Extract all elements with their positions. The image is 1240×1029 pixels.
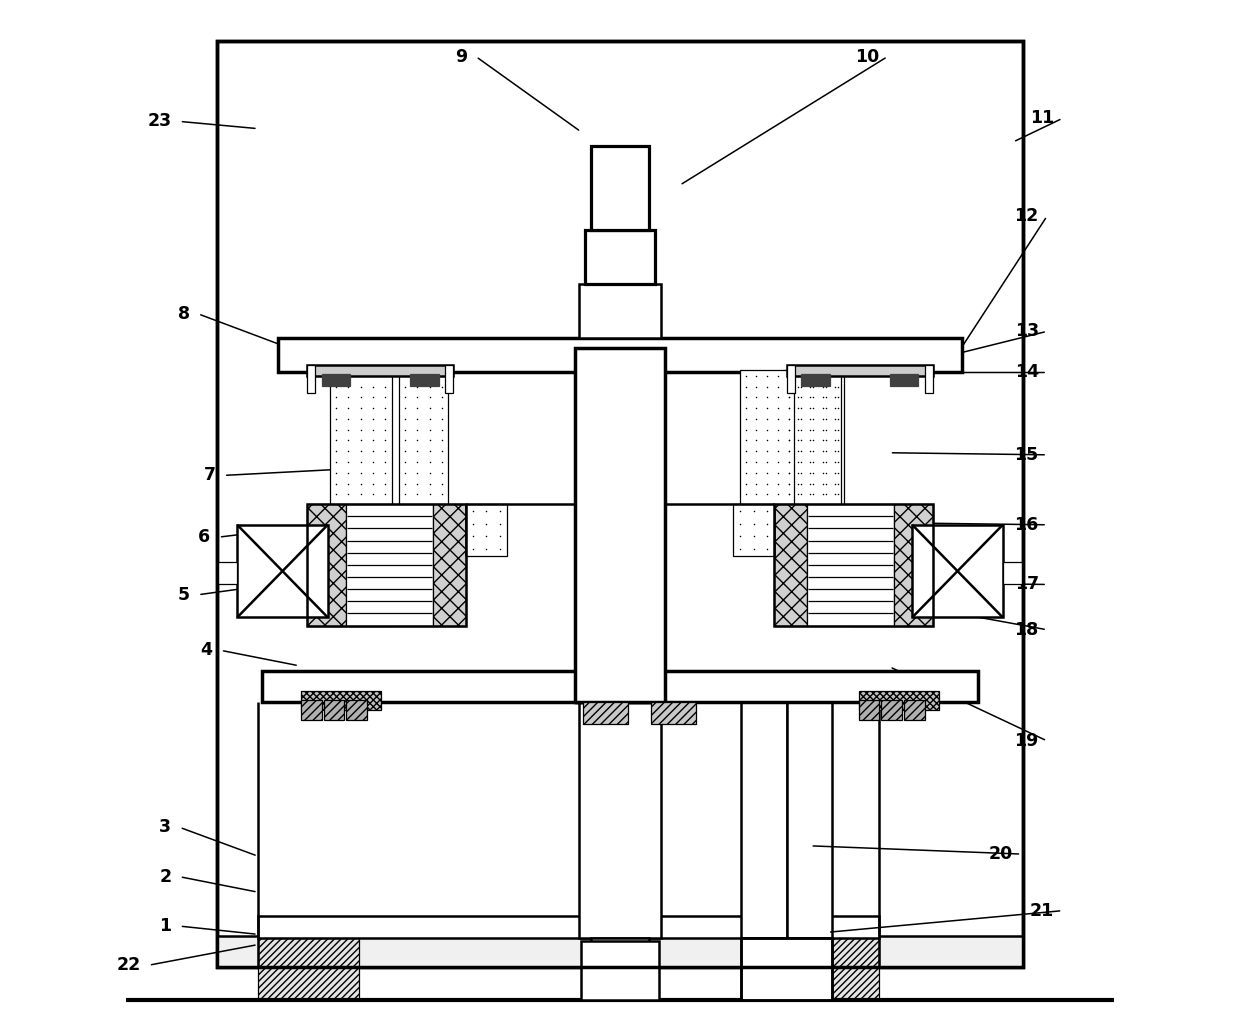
Bar: [786, 702, 832, 938]
Text: 5: 5: [177, 586, 190, 604]
Text: 12: 12: [1014, 207, 1039, 225]
Text: 15: 15: [1014, 446, 1039, 464]
Bar: [321, 374, 351, 386]
Text: 13: 13: [1014, 322, 1039, 341]
Text: 11: 11: [1030, 109, 1054, 128]
Bar: [807, 504, 894, 626]
Text: 1: 1: [159, 917, 171, 935]
Bar: [742, 938, 832, 1000]
Bar: [574, 348, 666, 702]
Text: 17: 17: [1014, 575, 1039, 594]
Text: 9: 9: [455, 47, 467, 66]
Bar: [882, 700, 901, 720]
Bar: [913, 525, 1003, 617]
Bar: [217, 562, 237, 584]
Bar: [579, 702, 661, 938]
Bar: [433, 504, 466, 626]
Bar: [1003, 562, 1023, 584]
Bar: [577, 370, 663, 702]
Bar: [308, 365, 315, 393]
Bar: [301, 700, 321, 720]
Bar: [782, 370, 844, 554]
Bar: [774, 504, 932, 626]
Bar: [792, 370, 841, 554]
Bar: [237, 525, 327, 617]
Bar: [786, 365, 932, 376]
Text: 4: 4: [201, 641, 212, 660]
Bar: [851, 554, 910, 626]
Bar: [399, 370, 448, 554]
Bar: [894, 504, 932, 626]
Bar: [889, 374, 919, 386]
Text: 23: 23: [148, 112, 171, 131]
Bar: [786, 365, 795, 393]
Bar: [410, 374, 439, 386]
Bar: [258, 938, 358, 1000]
Bar: [742, 938, 832, 1000]
Bar: [217, 936, 1023, 967]
Bar: [779, 938, 879, 1000]
Text: 7: 7: [203, 466, 216, 485]
Bar: [445, 365, 454, 393]
Text: 20: 20: [988, 845, 1013, 863]
Bar: [580, 941, 660, 1000]
Text: 19: 19: [1014, 732, 1039, 750]
Text: 16: 16: [1014, 516, 1039, 534]
Bar: [591, 938, 649, 998]
Bar: [583, 702, 629, 724]
Bar: [278, 338, 962, 372]
Text: 18: 18: [1014, 620, 1039, 639]
Text: 14: 14: [1014, 363, 1039, 382]
Bar: [330, 554, 389, 626]
Bar: [262, 671, 978, 702]
Bar: [740, 370, 794, 554]
Bar: [925, 365, 932, 393]
Bar: [859, 691, 939, 710]
Bar: [217, 41, 1023, 967]
Bar: [466, 504, 507, 556]
Bar: [904, 700, 925, 720]
Bar: [308, 504, 466, 626]
Bar: [742, 702, 786, 938]
Bar: [585, 230, 655, 284]
Bar: [308, 365, 454, 376]
Bar: [346, 700, 367, 720]
Bar: [258, 916, 879, 938]
Bar: [774, 504, 807, 626]
Bar: [330, 370, 392, 554]
Bar: [301, 691, 381, 710]
Bar: [308, 504, 346, 626]
Text: 2: 2: [159, 867, 171, 886]
Text: 22: 22: [117, 956, 140, 974]
Bar: [346, 504, 433, 626]
Text: 6: 6: [198, 528, 211, 546]
Bar: [217, 41, 1023, 967]
Bar: [859, 700, 879, 720]
Bar: [742, 938, 832, 1000]
Bar: [801, 374, 830, 386]
Bar: [579, 284, 661, 338]
Bar: [733, 504, 774, 556]
Bar: [324, 700, 345, 720]
Bar: [591, 146, 649, 230]
Text: 3: 3: [160, 818, 171, 837]
Text: 21: 21: [1030, 901, 1054, 920]
Text: 8: 8: [177, 305, 190, 323]
Bar: [651, 702, 696, 724]
Text: 10: 10: [856, 47, 879, 66]
